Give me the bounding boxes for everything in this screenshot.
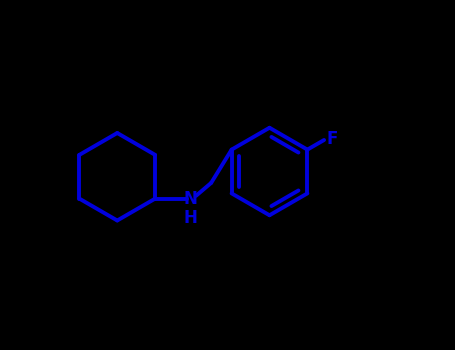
Text: N: N xyxy=(184,190,197,208)
Text: H: H xyxy=(184,209,197,227)
Text: F: F xyxy=(326,130,338,148)
